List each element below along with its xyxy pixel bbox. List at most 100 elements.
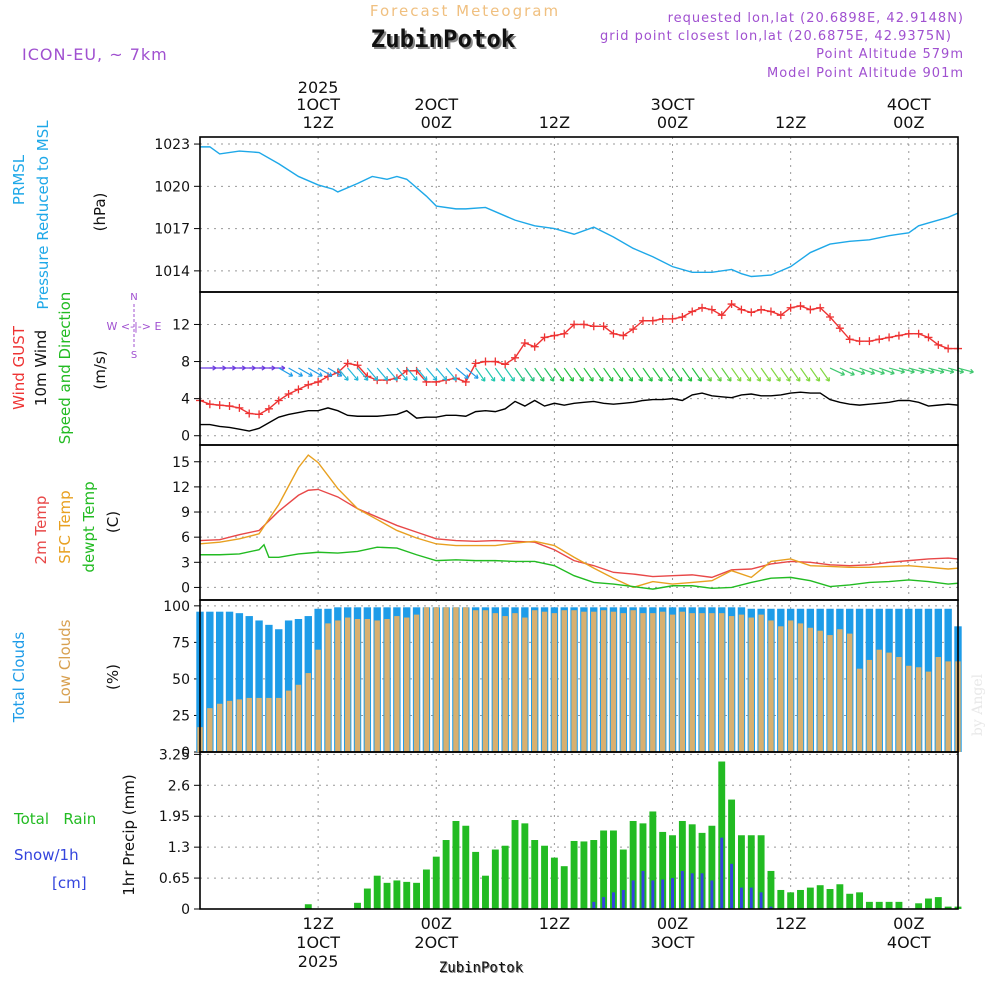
clouds-bar-1 <box>285 690 292 752</box>
precip-panel: 0 0.65 1.3 1.95 2.6 3.25 <box>159 747 962 918</box>
gust-marker <box>816 303 825 312</box>
precip-bar-1 <box>592 901 596 909</box>
clouds-bar-1 <box>847 633 853 752</box>
wind-arrow-icon <box>879 367 895 375</box>
precip-bar-1 <box>700 873 704 909</box>
bottom-hour-label: 12Z <box>539 914 570 933</box>
precip-bar-0 <box>462 825 470 909</box>
precip-frame <box>199 751 959 910</box>
precip-bar-0 <box>422 869 430 909</box>
wind-arrow-icon <box>681 367 693 382</box>
clouds-bar-1 <box>876 649 882 752</box>
precip-bar-1 <box>720 837 724 909</box>
precip-bar-0 <box>885 901 893 909</box>
wind-arrow-icon <box>731 367 742 382</box>
gust-marker <box>875 335 884 344</box>
requested-coords: requested lon,lat (20.6898E, 42.9148N) <box>668 11 964 26</box>
wind-arrow-icon <box>938 367 955 374</box>
precip-bar-1 <box>769 906 773 909</box>
clouds-bar-1 <box>768 620 774 752</box>
gust-marker <box>255 410 264 419</box>
precip-bar-0 <box>610 830 617 909</box>
gust-marker <box>343 359 352 368</box>
clouds-bar-0 <box>215 611 224 752</box>
clouds-bar-1 <box>669 614 676 752</box>
temperature-ytick-label: 3 <box>181 555 190 571</box>
gust-marker <box>530 342 539 351</box>
wind-arrow-icon <box>632 367 643 382</box>
wind-arrow-icon <box>475 367 486 382</box>
precip-bar-0 <box>639 823 647 909</box>
gust-marker <box>747 308 756 317</box>
gust-marker <box>501 360 510 369</box>
top-date-label: 3OCT <box>651 95 695 114</box>
precip-bar-0 <box>619 849 627 909</box>
wind-arrow-icon <box>553 367 565 382</box>
precip-bar-0 <box>413 882 421 909</box>
clouds-bar-1 <box>433 607 439 752</box>
clouds-bar-1 <box>945 661 951 752</box>
top-hour-label: 12Z <box>302 113 333 132</box>
clouds-bar-0 <box>265 624 273 752</box>
wind-series-0 <box>199 303 958 416</box>
precip-bar-0 <box>511 820 519 909</box>
wind-arrow-icon <box>366 367 379 381</box>
clouds-bar-1 <box>886 652 892 752</box>
precip-ytick-label: 3.25 <box>159 747 190 763</box>
precip-ytick-label: 2.6 <box>168 778 190 794</box>
pressure-label-prmsl: PRMSL <box>10 154 28 205</box>
wind-arrow-icon <box>672 367 683 382</box>
clouds-bar-1 <box>472 610 479 752</box>
precip-bar-1 <box>602 897 606 909</box>
precip-bar-0 <box>541 845 548 909</box>
precip-bar-0 <box>363 888 371 909</box>
top-hour-label: 12Z <box>775 113 806 132</box>
temperature-series-0 <box>199 488 959 579</box>
bottom-hour-label: 12Z <box>775 914 806 933</box>
clouds-bar-0 <box>206 611 214 752</box>
wind-ytick-label: 8 <box>181 355 190 371</box>
precip-bar-1 <box>710 880 714 909</box>
gust-marker <box>284 390 293 398</box>
temperature-ytick-label: 15 <box>172 455 190 471</box>
bottom-date-label: 3OCT <box>651 933 695 952</box>
top-hour-label: 00Z <box>421 113 452 132</box>
pressure-series-0 <box>200 146 959 278</box>
precip-bar-0 <box>354 902 361 909</box>
temperature-panel: 0 3 6 9 12 15 <box>172 444 959 601</box>
cloud-unit: (%) <box>104 664 122 690</box>
credit-watermark: by Angel <box>970 673 986 736</box>
gust-marker <box>609 329 618 338</box>
gust-marker <box>481 357 490 366</box>
clouds-ytick-label: 0 <box>181 745 190 761</box>
clouds-bar-1 <box>315 649 321 752</box>
clouds-bar-1 <box>423 607 430 752</box>
precip-bar-0 <box>934 897 942 909</box>
wind-arrow-icon <box>957 367 974 374</box>
wind-arrow-icon <box>593 367 604 382</box>
clouds-bar-1 <box>354 619 361 752</box>
clouds-bar-1 <box>748 617 754 752</box>
clouds-bar-1 <box>600 610 607 752</box>
precip-bar-0 <box>373 875 381 909</box>
wind-unit: (m/s) <box>91 350 109 389</box>
precip-bar-0 <box>531 840 539 909</box>
gust-marker <box>845 335 854 344</box>
precip-bar-0 <box>767 870 775 909</box>
clouds-bar-1 <box>325 623 331 752</box>
gust-marker <box>885 333 894 342</box>
wind-arrow-icon <box>928 367 945 374</box>
precip-bar-0 <box>649 811 657 909</box>
temp-label-sfc: SFC Temp <box>56 490 74 563</box>
clouds-bar-1 <box>246 697 252 752</box>
pressure-ytick-label: 1014 <box>154 264 190 280</box>
clouds-bar-1 <box>384 619 390 752</box>
clouds-bar-1 <box>256 697 262 752</box>
wind-arrow-icon <box>347 367 359 381</box>
clouds-bar-1 <box>709 613 715 752</box>
wind-arrow-icon <box>573 367 584 382</box>
wind-arrow-icon <box>445 367 457 381</box>
gust-marker <box>461 377 470 386</box>
precip-ytick-label: 1.3 <box>168 840 190 856</box>
wind-arrow-icon <box>298 367 313 377</box>
